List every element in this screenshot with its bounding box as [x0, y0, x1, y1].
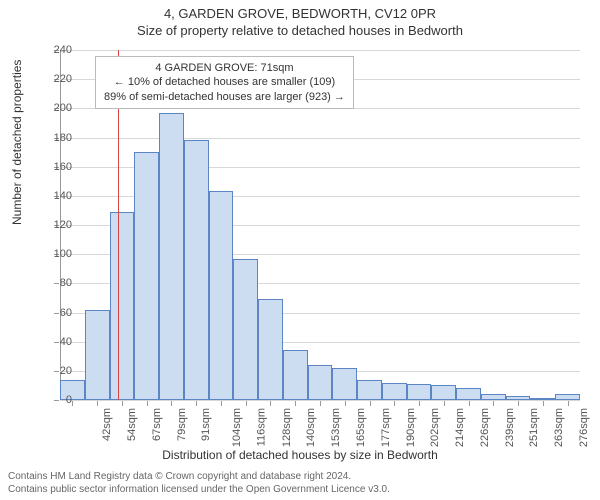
x-tick: [147, 401, 148, 406]
y-tick-label: 140: [54, 190, 72, 202]
x-tick: [518, 401, 519, 406]
histogram-bar: [481, 394, 506, 400]
histogram-bar: [530, 398, 555, 400]
y-tick: [54, 283, 59, 284]
x-tick: [171, 401, 172, 406]
y-tick-label: 100: [54, 248, 72, 260]
histogram-bar: [159, 113, 184, 400]
gridline: [60, 138, 580, 139]
y-tick-label: 180: [54, 132, 72, 144]
histogram-bar: [85, 310, 110, 400]
x-tick-label: 202sqm: [429, 408, 441, 447]
x-tick-label: 263sqm: [553, 408, 565, 447]
x-tick: [270, 401, 271, 406]
x-tick-label: 79sqm: [176, 408, 188, 441]
histogram-bar: [357, 380, 382, 400]
x-tick-label: 165sqm: [355, 408, 367, 447]
x-tick: [419, 401, 420, 406]
y-tick-label: 80: [60, 277, 72, 289]
x-tick: [320, 401, 321, 406]
x-tick-label: 67sqm: [151, 408, 163, 441]
y-tick-label: 200: [54, 102, 72, 114]
x-tick-label: 104sqm: [231, 408, 243, 447]
histogram-bar: [431, 385, 456, 400]
histogram-bar: [258, 299, 283, 400]
y-tick-label: 160: [54, 161, 72, 173]
x-tick-label: 214sqm: [454, 408, 466, 447]
histogram-bar: [60, 380, 85, 400]
x-tick: [345, 401, 346, 406]
y-tick-label: 60: [60, 307, 72, 319]
annotation-line-2: ← 10% of detached houses are smaller (10…: [104, 75, 345, 89]
x-tick: [295, 401, 296, 406]
histogram-bar: [456, 388, 481, 400]
x-tick-label: 239sqm: [504, 408, 516, 447]
y-tick-label: 20: [60, 365, 72, 377]
y-tick: [54, 342, 59, 343]
x-tick-label: 190sqm: [405, 408, 417, 447]
x-tick: [97, 401, 98, 406]
footer-line-1: Contains HM Land Registry data © Crown c…: [8, 470, 390, 483]
histogram-bar: [134, 152, 159, 400]
x-tick-label: 116sqm: [255, 408, 267, 446]
footer: Contains HM Land Registry data © Crown c…: [8, 470, 390, 496]
x-tick-label: 153sqm: [330, 408, 342, 447]
x-tick: [568, 401, 569, 406]
annotation-line-1: 4 GARDEN GROVE: 71sqm: [104, 61, 345, 75]
y-tick-label: 240: [54, 44, 72, 56]
y-tick: [54, 313, 59, 314]
footer-line-2: Contains public sector information licen…: [8, 483, 390, 496]
x-tick-label: 226sqm: [479, 408, 491, 447]
x-tick-label: 128sqm: [281, 408, 293, 447]
annotation-line-3: 89% of semi-detached houses are larger (…: [104, 90, 345, 104]
x-tick-label: 251sqm: [528, 408, 540, 447]
y-tick-label: 0: [66, 394, 72, 406]
histogram-bar: [209, 191, 234, 400]
x-tick-label: 177sqm: [380, 408, 392, 447]
x-tick: [72, 401, 73, 406]
histogram-bar: [555, 394, 580, 400]
histogram-bar: [407, 384, 432, 400]
chart-title: 4, GARDEN GROVE, BEDWORTH, CV12 0PR: [0, 0, 600, 21]
x-tick: [543, 401, 544, 406]
y-tick-label: 220: [54, 73, 72, 85]
x-tick-label: 91sqm: [200, 408, 212, 441]
x-tick: [469, 401, 470, 406]
x-tick-label: 42sqm: [101, 408, 113, 441]
y-tick: [54, 371, 59, 372]
x-tick-label: 276sqm: [578, 408, 590, 447]
histogram-bar: [110, 212, 135, 400]
histogram-bar: [382, 383, 407, 401]
annotation-box: 4 GARDEN GROVE: 71sqm ← 10% of detached …: [95, 56, 354, 109]
chart-subtitle: Size of property relative to detached ho…: [0, 21, 600, 38]
x-tick: [246, 401, 247, 406]
y-tick-label: 40: [60, 336, 72, 348]
x-tick: [370, 401, 371, 406]
x-tick: [122, 401, 123, 406]
x-tick-label: 54sqm: [126, 408, 138, 441]
gridline: [60, 50, 580, 51]
histogram-bar: [506, 396, 531, 400]
histogram-bar: [308, 365, 333, 400]
x-tick-label: 140sqm: [306, 408, 318, 447]
histogram-bar: [233, 259, 258, 400]
histogram-bar: [283, 350, 308, 400]
x-tick: [221, 401, 222, 406]
x-tick: [394, 401, 395, 406]
chart-container: 4, GARDEN GROVE, BEDWORTH, CV12 0PR Size…: [0, 0, 600, 500]
histogram-bar: [184, 140, 209, 400]
x-axis-title: Distribution of detached houses by size …: [0, 448, 600, 462]
y-tick: [54, 400, 59, 401]
x-tick: [196, 401, 197, 406]
y-axis-title: Number of detached properties: [10, 60, 24, 225]
x-tick: [444, 401, 445, 406]
y-tick-label: 120: [54, 219, 72, 231]
x-tick: [493, 401, 494, 406]
histogram-bar: [332, 368, 357, 400]
